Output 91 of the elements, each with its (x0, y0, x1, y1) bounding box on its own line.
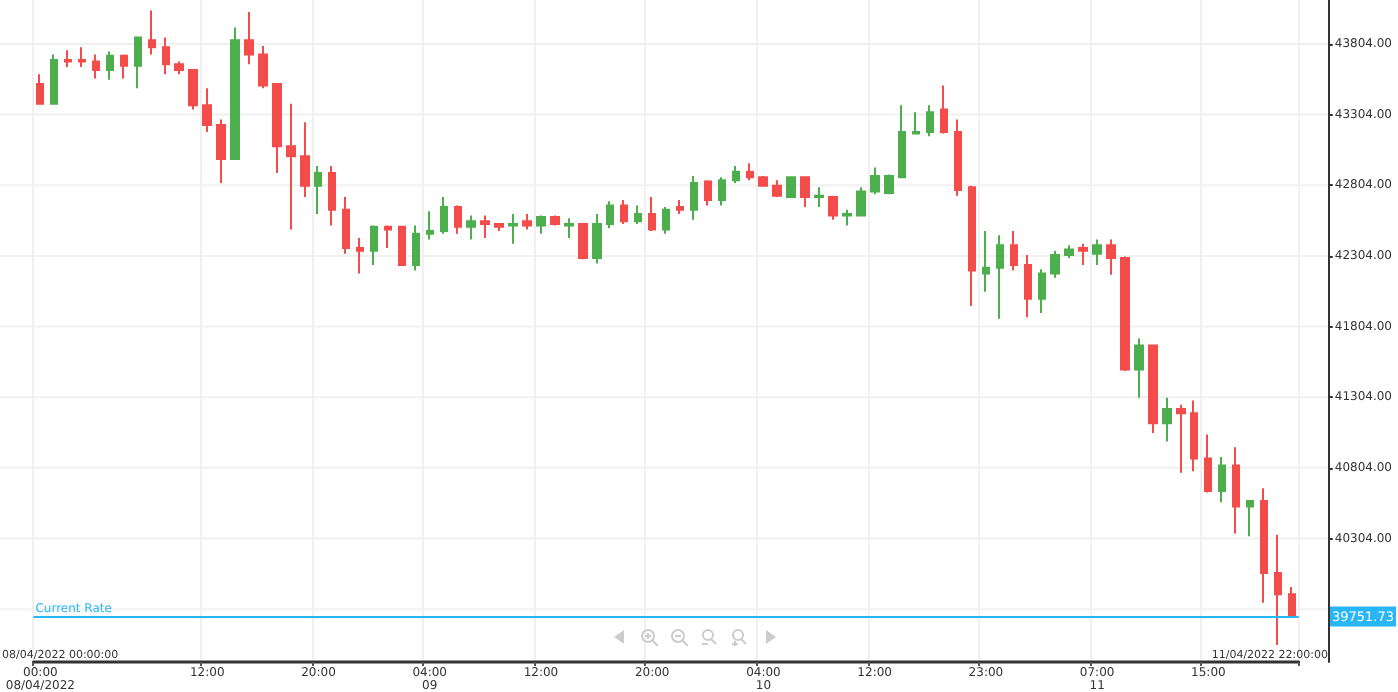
candlestick (1120, 255, 1130, 372)
candlestick (522, 213, 532, 231)
candlestick (982, 230, 990, 293)
candlestick (508, 213, 518, 245)
candlestick (746, 162, 754, 182)
candlestick (1038, 268, 1046, 314)
candlestick (968, 184, 976, 307)
candlestick (120, 53, 128, 80)
candlestick (606, 200, 614, 230)
candlestick (134, 36, 142, 90)
candlestick (106, 50, 114, 81)
candlestick (1218, 456, 1226, 504)
candlestick (258, 44, 268, 90)
candlestick (550, 214, 560, 227)
candlestick (454, 204, 462, 235)
candlestick (148, 9, 156, 56)
candlestick (1260, 487, 1268, 604)
candlestick (536, 214, 546, 235)
candlestick (800, 176, 810, 209)
candlestick (1232, 446, 1240, 535)
candlestick (828, 194, 838, 221)
candlestick (1092, 238, 1102, 266)
candlestick (954, 118, 962, 197)
candlestick (440, 196, 448, 235)
candlestick (634, 204, 642, 225)
candlestick (996, 234, 1004, 320)
candlestick (244, 11, 254, 66)
candlestick (1010, 230, 1018, 272)
candlestick (1274, 533, 1282, 647)
candlestick (1078, 242, 1088, 266)
candlestick (328, 165, 336, 227)
candlestick (356, 237, 364, 275)
candlestick (398, 225, 406, 266)
candlestick (718, 176, 726, 207)
candlestick (174, 60, 184, 76)
candlestick (842, 208, 852, 227)
candlestick (162, 36, 170, 76)
candlestick (856, 186, 866, 217)
candlestick (480, 214, 490, 240)
candlestick (230, 26, 240, 160)
candlestick (1190, 399, 1198, 473)
candlestick (1064, 244, 1074, 259)
candlestick (272, 83, 282, 175)
candlestick (926, 104, 934, 138)
candlestick (1204, 433, 1212, 494)
candlestick (370, 224, 378, 266)
candlestick (676, 198, 684, 216)
candlestick (592, 213, 602, 265)
candlestick (300, 121, 310, 199)
candlestick (1148, 344, 1158, 435)
candlestick (342, 196, 350, 255)
candlestick (50, 53, 58, 105)
candlestick (1246, 499, 1254, 538)
candlestick (786, 176, 796, 199)
candlestick (384, 224, 392, 249)
candlestick (1134, 337, 1144, 399)
candlestick (940, 84, 948, 135)
candlestick (92, 53, 100, 80)
candlestick (1106, 238, 1116, 276)
candlestick (758, 174, 768, 187)
candlestick (732, 165, 740, 184)
candlestick (648, 196, 656, 233)
candlestick (36, 73, 44, 105)
candlestick (870, 166, 880, 196)
candlestick (620, 198, 628, 225)
candlestick (494, 222, 504, 233)
candlestick (578, 222, 588, 261)
candlestick (1288, 586, 1296, 618)
candlestick (286, 102, 296, 231)
candlestick (772, 179, 782, 199)
candlestick (814, 186, 824, 209)
candlestick (1162, 396, 1172, 443)
candlestick (64, 49, 72, 69)
candlestick (1176, 403, 1186, 474)
candlestick (898, 104, 906, 179)
candlestick (314, 165, 322, 216)
candlestick (662, 206, 670, 235)
candlestick (78, 46, 86, 69)
candlestick (216, 118, 226, 184)
candlestick (690, 174, 698, 221)
candlestick (884, 173, 894, 196)
candlestick (426, 210, 434, 241)
candlestick (1050, 249, 1060, 279)
candlestick (1024, 254, 1032, 319)
candlestick (564, 217, 574, 240)
candlestick (202, 87, 212, 134)
candlestick (704, 179, 712, 207)
candlestick (188, 68, 198, 111)
candlestick (912, 111, 920, 135)
candlestick (466, 214, 476, 241)
candlestick (412, 224, 420, 272)
